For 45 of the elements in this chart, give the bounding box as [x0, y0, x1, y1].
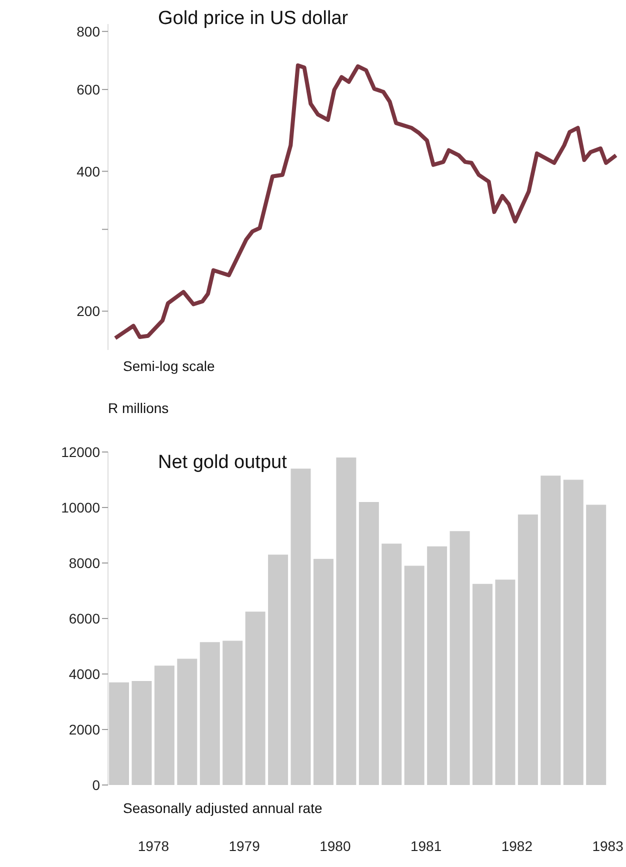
- bar: [245, 612, 266, 785]
- y-tick-label: 10000: [61, 499, 100, 516]
- x-tick-label: 1978: [138, 838, 170, 854]
- bar: [336, 458, 356, 785]
- bar: [472, 584, 493, 785]
- x-tick-label: 1979: [228, 838, 260, 854]
- bar: [563, 480, 584, 785]
- bar: [404, 566, 424, 785]
- bar: [109, 682, 129, 785]
- y-tick-label: 12000: [61, 444, 100, 460]
- chart-title: Net gold output: [158, 452, 287, 474]
- bar: [518, 514, 538, 785]
- bar: [290, 468, 311, 785]
- bar: [427, 546, 448, 785]
- bar: [495, 580, 516, 785]
- y-tick-label: 200: [76, 303, 100, 320]
- y-tick-label: 8000: [68, 554, 100, 571]
- x-tick-label: 1981: [410, 838, 442, 854]
- y-tick-label: 4000: [68, 666, 100, 682]
- line-series: [113, 63, 618, 340]
- bar: [268, 554, 288, 785]
- bar: [177, 658, 198, 785]
- text: Seasonally adjusted annual rate: [123, 800, 322, 816]
- bar: [586, 504, 606, 785]
- bar: [313, 558, 334, 785]
- y-tick-label: 600: [76, 81, 100, 98]
- bar: [382, 544, 402, 785]
- chart-title: Gold price in US dollar: [158, 8, 348, 30]
- y-tick-label: 6000: [68, 610, 100, 626]
- y-axis-title: R millions: [108, 400, 169, 416]
- y-tick-label: 2000: [68, 721, 100, 738]
- bar: [132, 680, 152, 785]
- y-tick-label: 0: [92, 776, 100, 793]
- y-tick-label: 400: [76, 163, 100, 180]
- bar: [222, 640, 243, 785]
- bar: [358, 502, 379, 785]
- text: Semi-log scale: [123, 358, 215, 374]
- bar: [154, 666, 174, 785]
- x-tick-label: 1983: [592, 838, 624, 854]
- y-tick-label: 800: [76, 23, 100, 40]
- x-tick-label: 1982: [501, 838, 533, 854]
- bar: [540, 476, 561, 785]
- bar: [200, 642, 220, 785]
- x-tick-label: 1980: [320, 838, 351, 854]
- bar: [450, 531, 470, 785]
